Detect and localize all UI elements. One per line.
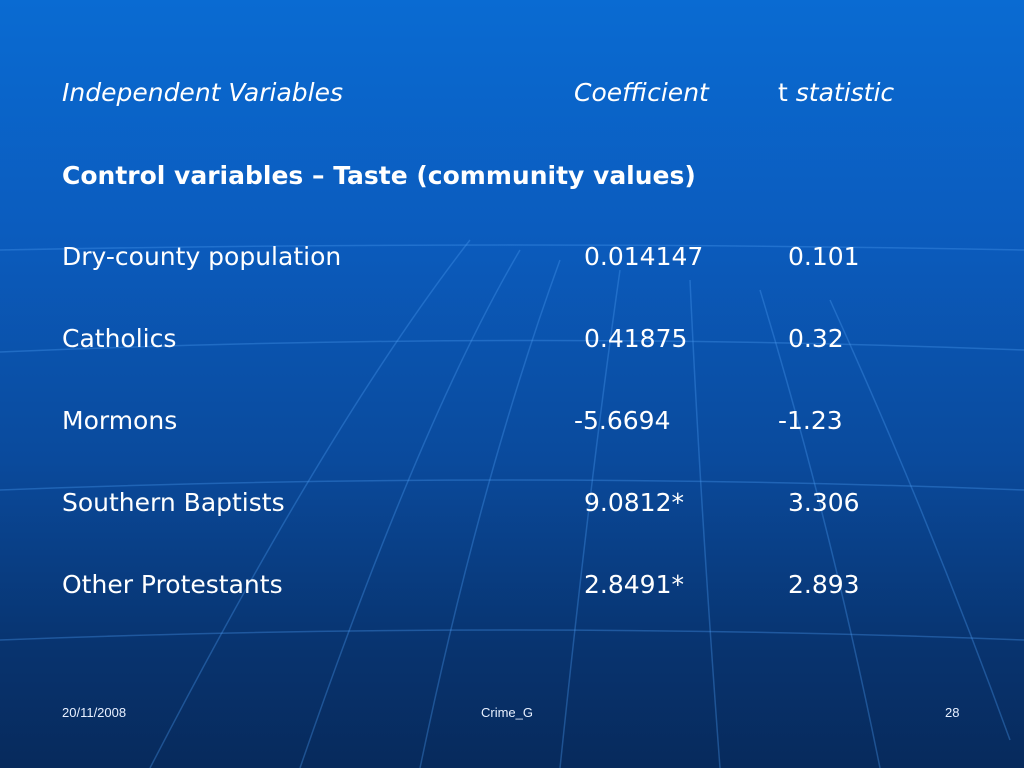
row-label: Dry-county population bbox=[62, 242, 342, 271]
footer-page-number: 28 bbox=[945, 705, 960, 720]
footer-title: Crime_G bbox=[481, 705, 534, 720]
row-coefficient: 0.014147 bbox=[584, 242, 704, 271]
header-t-letter: t bbox=[778, 78, 788, 107]
row-t-statistic: 0.32 bbox=[788, 324, 844, 353]
header-t-statistic: t statistic bbox=[778, 76, 894, 110]
row-coefficient: 0.41875 bbox=[584, 324, 688, 353]
row-label: Mormons bbox=[62, 406, 178, 435]
row-t-statistic: 2.893 bbox=[788, 570, 860, 599]
row-coefficient: 9.0812* bbox=[584, 488, 684, 517]
row-coefficient: 2.8491* bbox=[584, 570, 684, 599]
row-t-statistic: -1.23 bbox=[778, 406, 843, 435]
row-t-statistic: 3.306 bbox=[788, 488, 860, 517]
header-coefficient: Coefficient bbox=[574, 78, 709, 107]
section-title: Control variables – Taste (community val… bbox=[62, 161, 696, 190]
row-label: Other Protestants bbox=[62, 570, 283, 599]
row-label: Catholics bbox=[62, 324, 177, 353]
footer-date: 20/11/2008 bbox=[62, 705, 127, 720]
row-label: Southern Baptists bbox=[62, 488, 285, 517]
header-statistic-word: statistic bbox=[795, 78, 895, 107]
row-t-statistic: 0.101 bbox=[788, 242, 860, 271]
header-independent-variables: Independent Variables bbox=[62, 78, 343, 107]
row-coefficient: -5.6694 bbox=[574, 406, 671, 435]
